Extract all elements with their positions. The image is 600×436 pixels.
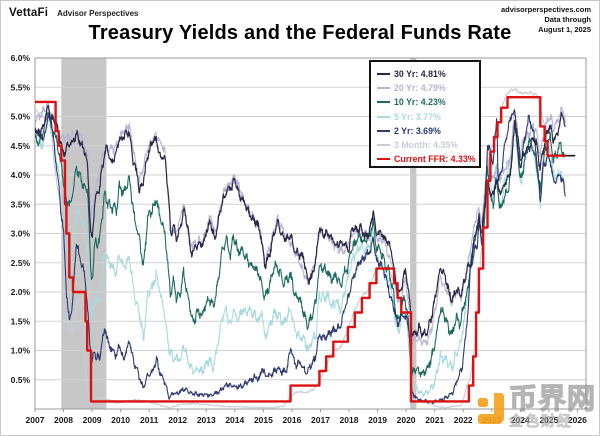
- legend-label-5yr: 5 Yr: 3.77%: [394, 111, 441, 122]
- y-tick-label: 1.5%: [11, 316, 31, 326]
- legend-item-10yr: 10 Yr: 4.23%: [377, 95, 477, 109]
- x-tick-label: 2019: [368, 415, 387, 425]
- x-tick-label: 2007: [26, 415, 45, 425]
- source-data-through: Data through: [544, 14, 591, 24]
- legend-label-30yr: 30 Yr: 4.81%: [394, 69, 446, 80]
- legend-label-2yr: 2 Yr: 3.69%: [394, 125, 441, 136]
- y-tick-label: 4.0%: [11, 170, 31, 180]
- brand-block: VettaFi Advisor Perspectives: [9, 7, 138, 19]
- x-tick-label: 2025: [539, 415, 558, 425]
- x-tick-label: 2014: [225, 415, 244, 425]
- legend-item-5yr: 5 Yr: 3.77%: [377, 110, 477, 124]
- x-tick-label: 2012: [168, 415, 187, 425]
- legend-swatch-ffr: [377, 158, 390, 161]
- legend-label-3mo: 3 Month: 4.35%: [394, 140, 459, 151]
- x-tick-label: 2010: [111, 415, 130, 425]
- legend-swatch-10yr: [377, 101, 390, 104]
- x-tick-label: 2008: [54, 415, 73, 425]
- series-line-2yr: [35, 109, 566, 405]
- source-date: August 1, 2025: [538, 24, 591, 34]
- legend-item-3mo: 3 Month: 4.35%: [377, 138, 477, 152]
- y-tick-label: 3.0%: [11, 229, 31, 239]
- brand-subtitle: Advisor Perspectives: [57, 9, 139, 18]
- series-line-20yr: [35, 100, 566, 346]
- x-tick-label: 2015: [254, 415, 273, 425]
- vettafi-logo: VettaFi: [9, 7, 49, 19]
- y-tick-label: 0.5%: [11, 375, 31, 385]
- legend-item-30yr: 30 Yr: 4.81%: [377, 67, 477, 81]
- series-line-30yr: [35, 105, 566, 339]
- x-tick-label: 2009: [83, 415, 102, 425]
- x-tick-label: 2017: [311, 415, 330, 425]
- y-tick-label: 4.5%: [11, 141, 31, 151]
- legend-swatch-20yr: [377, 87, 390, 90]
- chart-title: Treasury Yields and the Federal Funds Ra…: [88, 22, 512, 44]
- legend-swatch-2yr: [377, 129, 390, 132]
- plot-border: [34, 57, 587, 410]
- x-tick-label: 2013: [197, 415, 216, 425]
- y-tick-label: 5.5%: [11, 82, 31, 92]
- legend-label-10yr: 10 Yr: 4.23%: [394, 97, 446, 108]
- x-tick-label: 2011: [140, 415, 159, 425]
- x-tick-label: 2016: [282, 415, 301, 425]
- x-tick-label: 2022: [454, 415, 473, 425]
- legend-swatch-5yr: [377, 115, 390, 118]
- legend-label-ffr: Current FFR: 4.33%: [394, 154, 476, 165]
- x-tick-label: 2024: [511, 415, 530, 425]
- legend-item-2yr: 2 Yr: 3.69%: [377, 124, 477, 138]
- legend-item-ffr: Current FFR: 4.33%: [377, 152, 477, 166]
- legend-item-20yr: 20 Yr: 4.79%: [377, 81, 477, 95]
- x-tick-label: 2026: [568, 415, 587, 425]
- y-tick-label: 5.0%: [11, 112, 31, 122]
- x-tick-label: 2023: [482, 415, 501, 425]
- y-tick-label: 6.0%: [11, 53, 31, 63]
- y-tick-label: 3.5%: [11, 199, 31, 209]
- series-line-ffr: [35, 96, 566, 403]
- source-note: advisorperspectives.com Data through Aug…: [501, 5, 591, 34]
- legend-swatch-30yr: [377, 73, 390, 76]
- y-tick-label: 2.5%: [11, 258, 31, 268]
- legend-label-20yr: 20 Yr: 4.79%: [394, 83, 446, 94]
- x-tick-label: 2018: [340, 415, 359, 425]
- chart-legend: 30 Yr: 4.81% 20 Yr: 4.79% 10 Yr: 4.23% 5 Yr…: [369, 60, 481, 168]
- x-tick-label: 2020: [397, 415, 416, 425]
- y-tick-label: 2.0%: [11, 287, 31, 297]
- legend-swatch-3mo: [377, 144, 390, 147]
- source-site: advisorperspectives.com: [500, 5, 591, 14]
- series-line-3mo: [35, 87, 566, 409]
- series-group: [35, 87, 576, 409]
- x-tick-label: 2021: [425, 415, 444, 425]
- y-tick-label: 1.0%: [11, 346, 31, 356]
